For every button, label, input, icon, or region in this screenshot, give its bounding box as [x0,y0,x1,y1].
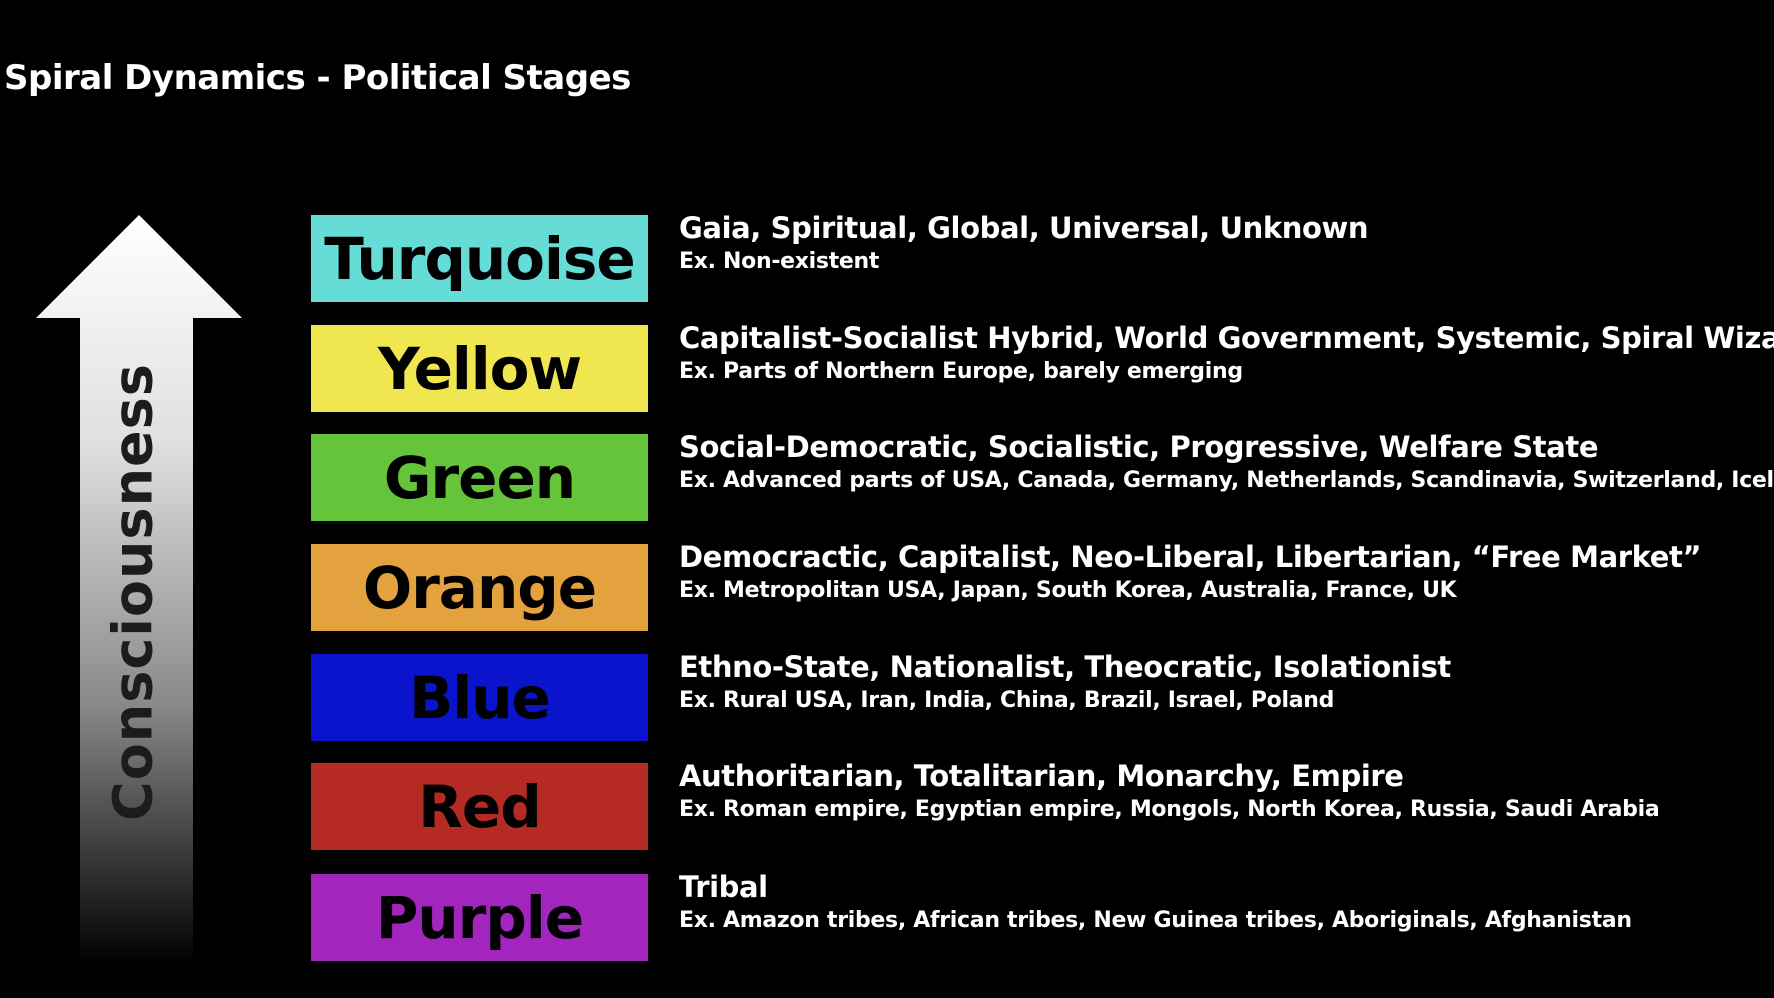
stage-description-blue: Ethno-State, Nationalist, Theocratic, Is… [679,650,1451,713]
stage-examples: Ex. Roman empire, Egyptian empire, Mongo… [679,797,1660,822]
stage-box-green: Green [311,434,648,521]
stage-description-green: Social-Democratic, Socialistic, Progress… [679,430,1774,493]
stage-examples: Ex. Amazon tribes, African tribes, New G… [679,908,1632,933]
stage-box-turquoise: Turquoise [311,215,648,302]
stage-examples: Ex. Non-existent [679,249,880,274]
stage-box-yellow: Yellow [311,325,648,412]
stage-box-blue: Blue [311,654,648,741]
stage-description-turquoise: Gaia, Spiritual, Global, Universal, Unkn… [679,211,1369,274]
stage-box-purple: Purple [311,874,648,961]
page-title: Spiral Dynamics - Political Stages [4,58,631,98]
consciousness-arrow-icon [36,215,242,965]
stage-traits: Democractic, Capitalist, Neo-Liberal, Li… [679,540,1702,574]
stage-examples: Ex. Parts of Northern Europe, barely eme… [679,359,1243,384]
stage-traits: Gaia, Spiritual, Global, Universal, Unkn… [679,211,1369,245]
stage-traits: Ethno-State, Nationalist, Theocratic, Is… [679,650,1451,684]
stage-description-purple: Tribal Ex. Amazon tribes, African tribes,… [679,870,1632,933]
stage-traits: Capitalist-Socialist Hybrid, World Gover… [679,321,1774,355]
axis-label: Consciousness [101,363,165,821]
stage-description-orange: Democractic, Capitalist, Neo-Liberal, Li… [679,540,1702,603]
stage-box-red: Red [311,763,648,850]
stage-examples: Ex. Metropolitan USA, Japan, South Korea… [679,578,1457,603]
stage-traits: Social-Democratic, Socialistic, Progress… [679,430,1599,464]
stage-traits: Tribal [679,870,768,904]
stage-traits: Authoritarian, Totalitarian, Monarchy, E… [679,759,1404,793]
stage-box-orange: Orange [311,544,648,631]
stage-examples: Ex. Advanced parts of USA, Canada, Germa… [679,468,1774,493]
stage-description-red: Authoritarian, Totalitarian, Monarchy, E… [679,759,1660,822]
stage-description-yellow: Capitalist-Socialist Hybrid, World Gover… [679,321,1774,384]
stage-examples: Ex. Rural USA, Iran, India, China, Brazi… [679,688,1335,713]
